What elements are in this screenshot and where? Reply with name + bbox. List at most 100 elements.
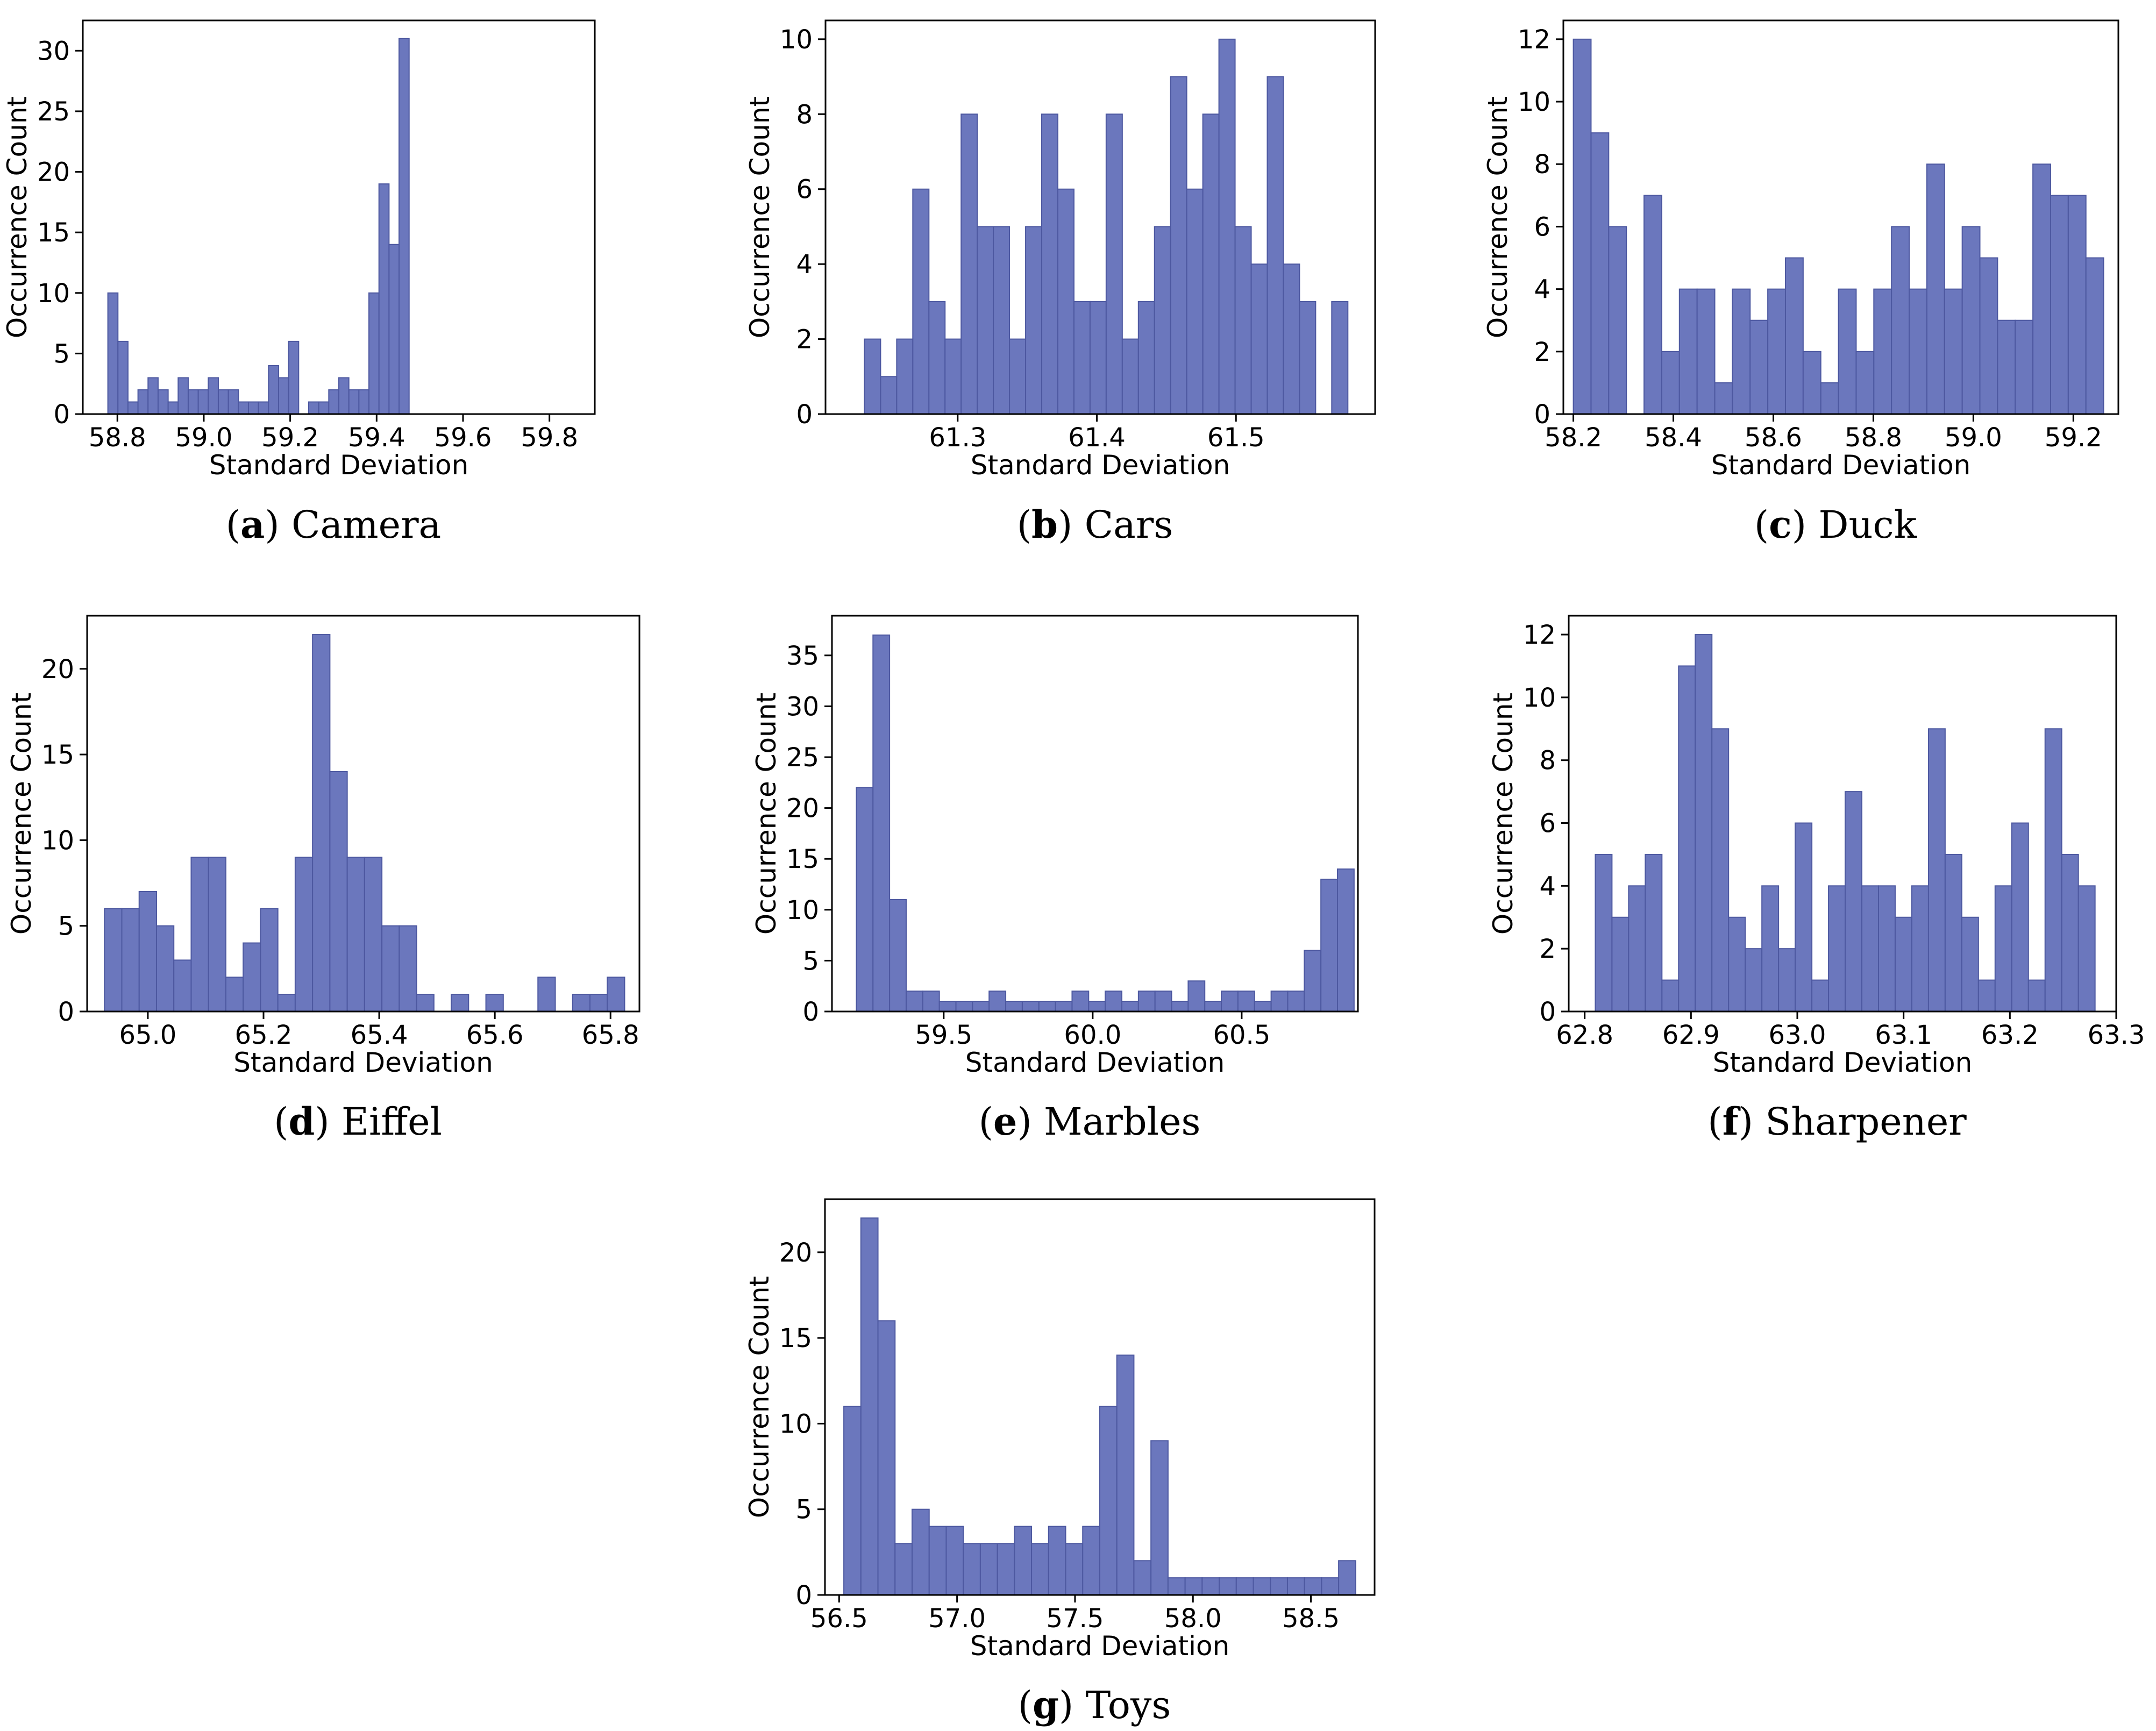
bar [346, 857, 365, 1012]
x-tick-label: 63.3 [2088, 1020, 2145, 1050]
bar [138, 891, 157, 1012]
plot-frame [831, 615, 1359, 1013]
bar [1572, 38, 1592, 415]
bar [358, 389, 370, 415]
x-tick-label: 65.8 [582, 1020, 639, 1050]
x-tick-label: 58.6 [1745, 423, 1802, 453]
bar [121, 908, 140, 1012]
bar [258, 401, 269, 415]
y-tick-label: 25 [37, 97, 70, 127]
caption-name: Camera [291, 503, 441, 547]
bar [329, 771, 348, 1012]
y-tick-label: 20 [37, 158, 70, 188]
x-tick-label: 58.8 [89, 423, 146, 453]
bar [268, 365, 279, 415]
bar [1695, 634, 1713, 1013]
panel-caption: (a) Camera [226, 502, 442, 547]
bar [2015, 319, 2034, 415]
bar [338, 377, 350, 415]
bar [1873, 288, 1892, 415]
bar [1321, 1577, 1340, 1595]
bar [217, 389, 229, 415]
chart-toys: 56.5 57.0 57.5 58.0 58.5 0 5 10 15 20 Standard Dev… [744, 1198, 1376, 1727]
caption-close-paren: ) [1017, 1100, 1044, 1144]
bar [1909, 288, 1927, 415]
y-tick-label: 10 [41, 825, 74, 856]
y-tick-label: 20 [41, 654, 74, 685]
x-tick-label: 61.3 [929, 423, 986, 453]
y-tick-label: 8 [796, 99, 813, 130]
bar [1661, 979, 1680, 1012]
x-tick-label: 60.5 [1213, 1020, 1270, 1050]
bar [1845, 791, 1863, 1012]
x-tick-label: 59.2 [2045, 423, 2102, 453]
bar [1944, 288, 1963, 415]
x-tick-label: 63.0 [1769, 1020, 1826, 1050]
panel-caption: (d) Eiffel [274, 1099, 442, 1144]
panel-caption: (g) Toys [1018, 1683, 1171, 1727]
y-tick-label: 6 [796, 175, 813, 205]
bar [1994, 885, 2012, 1012]
bar [2050, 195, 2069, 415]
bar [1150, 1440, 1169, 1595]
y-axis-label: Occurrence Count [744, 96, 775, 338]
bar [2027, 979, 2046, 1012]
bar [963, 1543, 981, 1595]
panel-caption: (b) Cars [1017, 502, 1173, 547]
bar [348, 389, 360, 415]
bar [1184, 1577, 1203, 1595]
x-tick-label: 57.0 [928, 1604, 986, 1634]
x-tick-label: 59.2 [261, 423, 319, 453]
plot-frame [824, 1198, 1376, 1596]
bar [1595, 853, 1613, 1012]
bar [1154, 991, 1172, 1013]
bar [364, 857, 383, 1012]
caption-name: Cars [1085, 503, 1173, 547]
x-tick-label: 59.0 [1945, 423, 2002, 453]
chart-eiffel: 65.0 65.2 65.4 65.6 65.8 0 5 10 15 20 Standard Dev… [6, 615, 641, 1144]
bar [1121, 1001, 1139, 1012]
y-tick-label: 20 [786, 794, 819, 824]
bar [1171, 1001, 1189, 1012]
x-tick-label: 63.2 [1981, 1020, 2039, 1050]
x-tick-label: 58.2 [1545, 423, 1602, 453]
x-tick-label: 57.5 [1047, 1604, 1104, 1634]
bar [1005, 1001, 1023, 1012]
x-axis-label: Standard Deviation [209, 450, 469, 481]
bar [157, 389, 169, 415]
bar [247, 401, 259, 415]
y-axis-label: Occurrence Count [1488, 693, 1519, 935]
bar [1811, 979, 1830, 1012]
x-tick-label: 56.5 [810, 1604, 868, 1634]
bar [1795, 822, 1813, 1013]
chart-camera: 58.8 59.0 59.2 59.4 59.6 59.8 0 5 10 15 20 25 30 Stan… [2, 19, 596, 547]
bar [277, 994, 296, 1013]
x-axis-label: Standard Deviation [971, 450, 1230, 481]
bar [1116, 1354, 1135, 1595]
bar [1714, 382, 1733, 415]
caption-open-paren: ( [274, 1100, 288, 1144]
plot-frame [86, 615, 641, 1013]
bar [928, 1526, 947, 1596]
y-tick-label: 5 [795, 1495, 812, 1525]
bar [1266, 76, 1284, 415]
bar [2067, 195, 2087, 415]
bar [328, 389, 340, 415]
caption-name: Duck [1818, 503, 1917, 547]
bar [155, 925, 175, 1012]
bar [860, 1217, 879, 1596]
caption-close-paren: ) [315, 1100, 341, 1144]
x-tick-label: 58.0 [1164, 1604, 1222, 1634]
caption-open-paren: ( [1017, 503, 1031, 547]
bar [208, 377, 219, 415]
bar [416, 994, 435, 1013]
bar [988, 991, 1007, 1013]
y-tick-label: 10 [37, 279, 70, 309]
y-tick-label: 35 [786, 641, 819, 671]
bar [2044, 728, 2062, 1013]
bar [399, 925, 417, 1012]
bar [1154, 226, 1171, 415]
y-tick-label: 0 [1534, 400, 1550, 430]
chart-marbles: 59.5 60.0 60.5 0 5 10 15 20 25 30 35 Standard Devia… [751, 615, 1359, 1144]
bar [1055, 1001, 1073, 1012]
